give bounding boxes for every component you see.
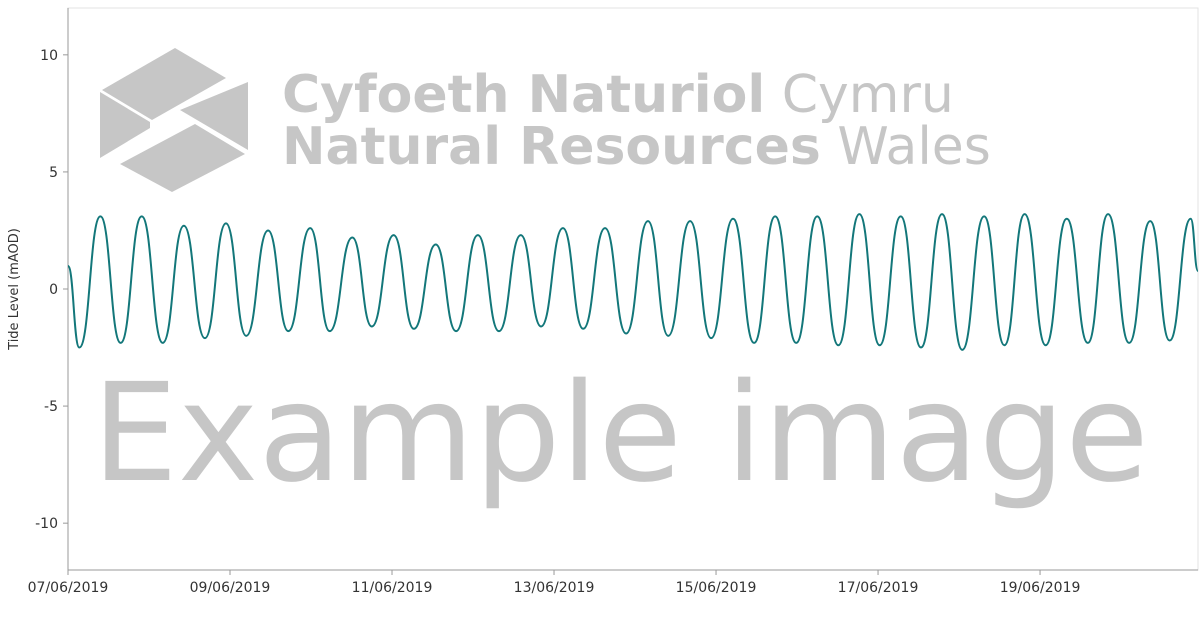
x-tick-label: 13/06/2019: [514, 580, 595, 596]
x-tick-label: 07/06/2019: [28, 580, 109, 596]
x-tick-label: 15/06/2019: [676, 580, 757, 596]
watermark-line: Natural Resources Wales: [282, 117, 991, 177]
watermark-text: Wales: [837, 117, 991, 177]
watermark-caption: Example image: [92, 355, 1149, 513]
tide-line: [67, 213, 1199, 351]
y-tick-label: 10: [40, 48, 58, 64]
watermark-text: Cyfoeth Naturiol: [282, 65, 765, 125]
watermark-text: Natural Resources: [282, 117, 821, 177]
watermark-text: Cymru: [782, 65, 954, 125]
y-tick-label: 5: [49, 165, 58, 181]
x-tick-label: 19/06/2019: [1000, 580, 1081, 596]
y-tick-label: -5: [44, 399, 58, 415]
y-tick-label: -10: [35, 516, 58, 532]
x-tick-label: 17/06/2019: [838, 580, 919, 596]
y-tick-label: 0: [49, 282, 58, 298]
x-tick-label: 09/06/2019: [190, 580, 271, 596]
watermark-line: Cyfoeth Naturiol Cymru: [282, 65, 954, 125]
y-axis-label: Tide Level (mAOD): [7, 228, 22, 351]
logo-mark: [100, 48, 248, 192]
x-tick-label: 11/06/2019: [352, 580, 433, 596]
